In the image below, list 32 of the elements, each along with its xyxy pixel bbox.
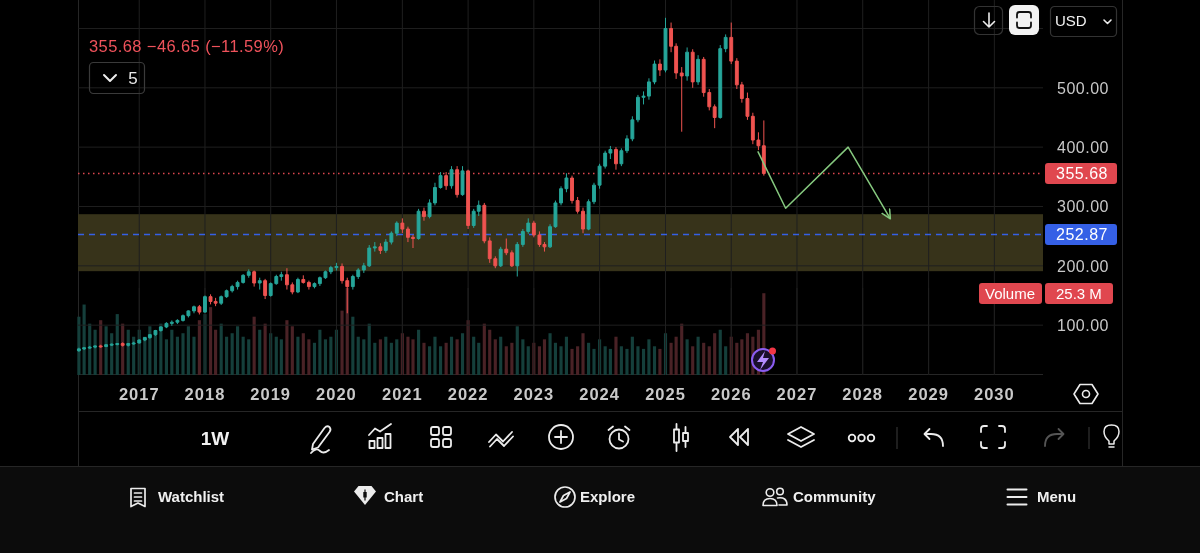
x-tick-label: 2018 [184,384,226,403]
x-tick-label: 2028 [842,384,884,403]
x-tick-label: 2017 [118,384,160,403]
text: Watchlist [158,488,225,506]
x-tick-label: 2026 [710,384,752,403]
text: Chart [384,488,424,506]
annotation: 355.68 −46.65 (−11.59%) [89,36,285,55]
ref-line-label: 355.68 [1056,165,1108,183]
text: Community [793,488,877,506]
x-tick-label: 2030 [974,384,1015,403]
text: Explore [580,488,636,506]
ref-line-label: 252.87 [1056,226,1108,244]
x-tick-label: 2022 [447,384,489,403]
x-tick-label: 2023 [513,384,555,403]
y-tick-label: 100.00 [1057,316,1109,334]
x-tick-label: 2021 [382,384,423,403]
x-tick-label: 2025 [645,384,686,403]
y-tick-label: 200.00 [1057,257,1109,275]
text: 25.3 M [1056,284,1102,302]
x-tick-label: 2029 [908,384,949,403]
y-tick-label: 500.00 [1057,79,1109,97]
x-tick-label: 2020 [316,384,357,403]
x-tick-label: 2024 [579,384,620,403]
x-tick-label: 2019 [250,384,292,403]
text: USD [1055,12,1087,30]
x-tick-label: 2027 [776,384,818,403]
annotation: 5 [128,69,138,89]
y-tick-label: 300.00 [1057,198,1109,216]
text: Menu [1037,488,1077,506]
text: 1W [200,427,230,449]
annotation: Volume [985,284,1036,302]
y-tick-label: 400.00 [1057,138,1109,156]
